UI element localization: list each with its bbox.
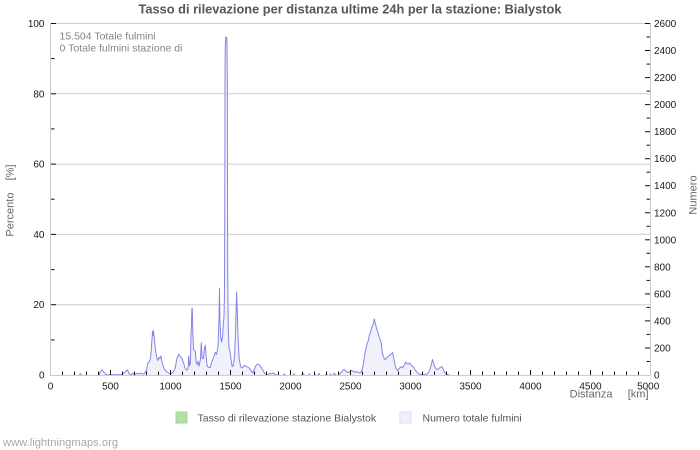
svg-text:4000: 4000 [519, 382, 542, 393]
svg-text:2000: 2000 [654, 100, 677, 111]
svg-text:0: 0 [48, 382, 54, 393]
svg-text:100: 100 [28, 19, 45, 30]
svg-text:500: 500 [102, 382, 119, 393]
svg-text:3000: 3000 [399, 382, 422, 393]
svg-text:20: 20 [33, 300, 45, 311]
svg-text:4500: 4500 [579, 382, 602, 393]
svg-text:1200: 1200 [654, 208, 677, 219]
svg-text:2500: 2500 [339, 382, 362, 393]
svg-text:2600: 2600 [654, 19, 677, 30]
svg-text:2200: 2200 [654, 73, 677, 84]
svg-text:0 Totale fulmini stazione di: 0 Totale fulmini stazione di [60, 43, 183, 55]
svg-text:80: 80 [33, 89, 45, 100]
svg-text:1600: 1600 [654, 154, 677, 165]
svg-text:15.504 Totale fulmini: 15.504 Totale fulmini [60, 31, 156, 43]
svg-text:Numero: Numero [688, 175, 700, 214]
svg-text:1500: 1500 [219, 382, 242, 393]
svg-text:2000: 2000 [279, 382, 302, 393]
svg-text:Tasso di rilevazione stazione: Tasso di rilevazione stazione Bialystok [198, 413, 377, 425]
svg-text:Tasso di rilevazione per dista: Tasso di rilevazione per distanza ultime… [139, 2, 563, 17]
svg-text:400: 400 [654, 316, 671, 327]
svg-text:60: 60 [33, 160, 45, 171]
svg-text:1800: 1800 [654, 127, 677, 138]
svg-text:1000: 1000 [654, 235, 677, 246]
svg-text:600: 600 [654, 289, 671, 300]
svg-text:Percento [%]: Percento [%] [5, 164, 17, 236]
svg-text:0: 0 [39, 371, 45, 382]
svg-text:40: 40 [33, 230, 45, 241]
svg-text:1000: 1000 [159, 382, 182, 393]
svg-text:0: 0 [654, 371, 660, 382]
svg-text:1400: 1400 [654, 181, 677, 192]
svg-text:800: 800 [654, 262, 671, 273]
svg-text:2400: 2400 [654, 46, 677, 57]
svg-text:5000: 5000 [637, 382, 660, 393]
svg-text:Distanza [km]: Distanza [km] [570, 389, 649, 401]
svg-text:Numero totale fulmini: Numero totale fulmini [423, 413, 522, 425]
svg-text:200: 200 [654, 344, 671, 355]
svg-text:www.lightningmaps.org: www.lightningmaps.org [2, 437, 118, 449]
svg-text:3500: 3500 [459, 382, 482, 393]
